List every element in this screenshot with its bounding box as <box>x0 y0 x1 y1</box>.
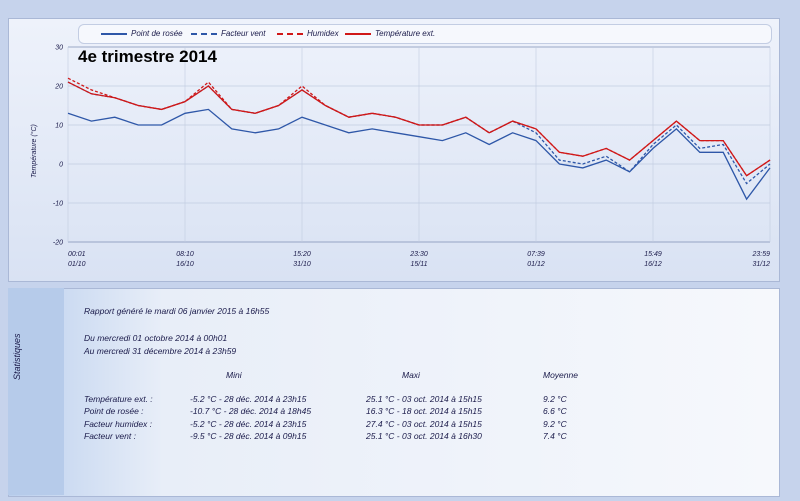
header-moyenne: Moyenne <box>543 370 578 380</box>
period-to-text: Au mercredi 31 décembre 2014 à 23h59 <box>84 346 237 356</box>
row-avg: 7.4 °C <box>543 431 567 441</box>
row-min: -5.2 °C - 28 déc. 2014 à 23h15 <box>190 394 307 404</box>
x-tick-date: 31/10 <box>293 261 311 268</box>
chart-title: 4e trimestre 2014 <box>78 47 217 66</box>
row-max: 25.1 °C - 03 oct. 2014 à 16h30 <box>366 431 482 441</box>
x-tick-date: 16/10 <box>176 261 194 268</box>
period-from-text: Du mercredi 01 octobre 2014 à 00h01 <box>84 333 228 343</box>
y-axis-ticks: 30 20 10 0 -10 -20 <box>53 45 63 247</box>
row-avg: 9.2 °C <box>543 419 567 429</box>
y-tick-label: 20 <box>54 84 63 91</box>
legend-label: Température ext. <box>375 29 436 38</box>
y-axis-label: Température (°C) <box>30 124 38 178</box>
chart-series <box>67 77 771 201</box>
row-avg: 6.6 °C <box>543 406 567 416</box>
y-tick-label: 30 <box>55 45 63 52</box>
row-label: Facteur humidex : <box>84 419 153 429</box>
x-tick-time: 15:20 <box>293 251 311 258</box>
report-generated-text: Rapport généré le mardi 06 janvier 2015 … <box>84 306 270 316</box>
row-min: -10.7 °C - 28 déc. 2014 à 18h45 <box>190 406 312 416</box>
legend-swatch <box>345 32 371 35</box>
x-axis-ticks: 00:01 01/10 08:10 16/10 15:20 31/10 23:30 15/11… <box>68 251 770 268</box>
y-tick-label: -20 <box>53 240 63 247</box>
series-line-temp-rature-ext- <box>67 81 771 177</box>
x-tick-time: 23:59 <box>751 251 770 258</box>
x-tick-time: 08:10 <box>176 251 194 258</box>
legend-item-temperature-ext: Température ext. <box>345 29 435 38</box>
y-tick-label: 0 <box>59 162 63 169</box>
chart-plot: 30 20 10 0 -10 -20 00:01 01/10 08:10 16/10 15:20 3… <box>30 45 771 268</box>
x-tick-date: 15/11 <box>411 261 428 268</box>
legend-swatch <box>101 32 127 35</box>
legend-label: Humidex <box>307 29 339 38</box>
x-tick-date: 01/10 <box>68 261 86 268</box>
y-tick-label: -10 <box>53 201 63 208</box>
x-tick-date: 01/12 <box>527 261 545 268</box>
x-tick-time: 23:30 <box>409 251 428 258</box>
x-tick-date: 31/12 <box>752 261 770 268</box>
y-tick-label: 10 <box>55 123 63 130</box>
legend-swatch <box>277 32 303 35</box>
row-min: -5.2 °C - 28 déc. 2014 à 23h15 <box>190 419 307 429</box>
x-tick-date: 16/12 <box>644 261 662 268</box>
series-line-point-de-ros-e <box>67 108 771 201</box>
row-max: 16.3 °C - 18 oct. 2014 à 15h15 <box>366 406 482 416</box>
row-label: Température ext. : <box>84 394 153 404</box>
legend-item-humidex: Humidex <box>277 29 339 38</box>
stats-side-label: Statistiques <box>12 333 22 380</box>
header-mini: Mini <box>226 370 242 380</box>
x-tick-time: 07:39 <box>527 251 545 258</box>
legend-label: Facteur vent <box>221 29 266 38</box>
legend-label: Point de rosée <box>131 29 183 38</box>
row-label: Point de rosée : <box>84 406 144 416</box>
legend-item-point-de-rosee: Point de rosée <box>101 29 183 38</box>
chart-legend: Point de rosée Facteur vent Humidex Temp… <box>78 24 772 44</box>
stats-panel <box>8 288 780 497</box>
legend-item-facteur-vent: Facteur vent <box>191 29 265 38</box>
x-tick-time: 15:49 <box>644 251 662 258</box>
stats-sidebar <box>8 288 64 495</box>
row-min: -9.5 °C - 28 déc. 2014 à 09h15 <box>190 431 307 441</box>
header-maxi: Maxi <box>402 370 420 380</box>
row-label: Facteur vent : <box>84 431 136 441</box>
legend-swatch <box>191 32 217 35</box>
chart-gridlines <box>67 46 771 243</box>
row-max: 25.1 °C - 03 oct. 2014 à 15h15 <box>366 394 482 404</box>
row-max: 27.4 °C - 03 oct. 2014 à 15h15 <box>366 419 482 429</box>
row-avg: 9.2 °C <box>543 394 567 404</box>
x-tick-time: 00:01 <box>68 251 86 258</box>
